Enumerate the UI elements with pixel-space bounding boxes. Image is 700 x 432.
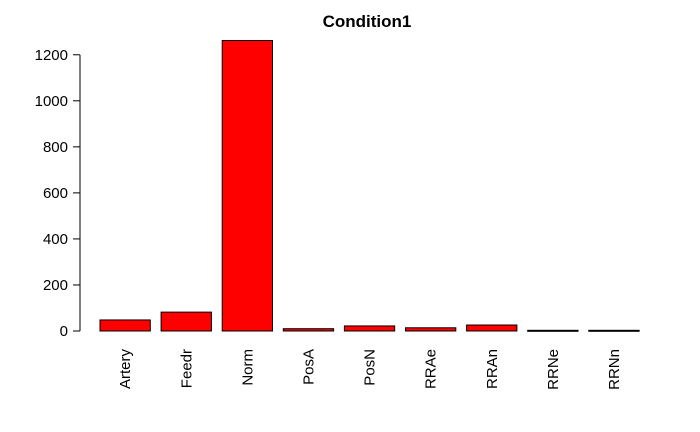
bar-rrae — [405, 327, 457, 332]
y-tick-label: 1000 — [35, 93, 68, 110]
x-tick-label-rrae: RRAe — [423, 349, 440, 389]
bar-norm — [221, 40, 273, 332]
x-tick-label-rrne: RRNe — [545, 349, 562, 390]
x-tick-label-feedr: Feedr — [178, 349, 195, 388]
x-tick-label-norm: Norm — [239, 349, 256, 386]
x-tick-label-artery: Artery — [117, 349, 134, 390]
x-axis-labels: Artery Feedr Norm PosA PosN RRAe RRAn RRNe RRNn — [117, 349, 623, 390]
bar-rran — [466, 324, 518, 332]
y-tick-label: 1200 — [35, 47, 68, 64]
bar-rrne — [527, 329, 579, 332]
bar-artery — [99, 319, 151, 332]
bar-rrnn — [588, 329, 640, 332]
y-tick-label: 800 — [43, 139, 68, 156]
y-axis: 0 200 400 600 800 1000 1200 — [35, 47, 81, 340]
x-tick-label-posa: PosA — [300, 349, 317, 385]
bar-posa — [282, 328, 335, 332]
bar-posn — [343, 325, 396, 332]
x-tick-label-posn: PosN — [362, 349, 379, 386]
x-tick-label-rrnn: RRNn — [606, 349, 623, 390]
chart-title: Condition1 — [323, 12, 412, 31]
bars — [99, 40, 640, 332]
y-tick-label: 600 — [43, 185, 68, 202]
x-tick-label-rran: RRAn — [484, 349, 501, 389]
y-tick-label: 400 — [43, 231, 68, 248]
y-tick-label: 0 — [60, 323, 68, 340]
y-tick-label: 200 — [43, 277, 68, 294]
bar-feedr — [160, 311, 212, 332]
